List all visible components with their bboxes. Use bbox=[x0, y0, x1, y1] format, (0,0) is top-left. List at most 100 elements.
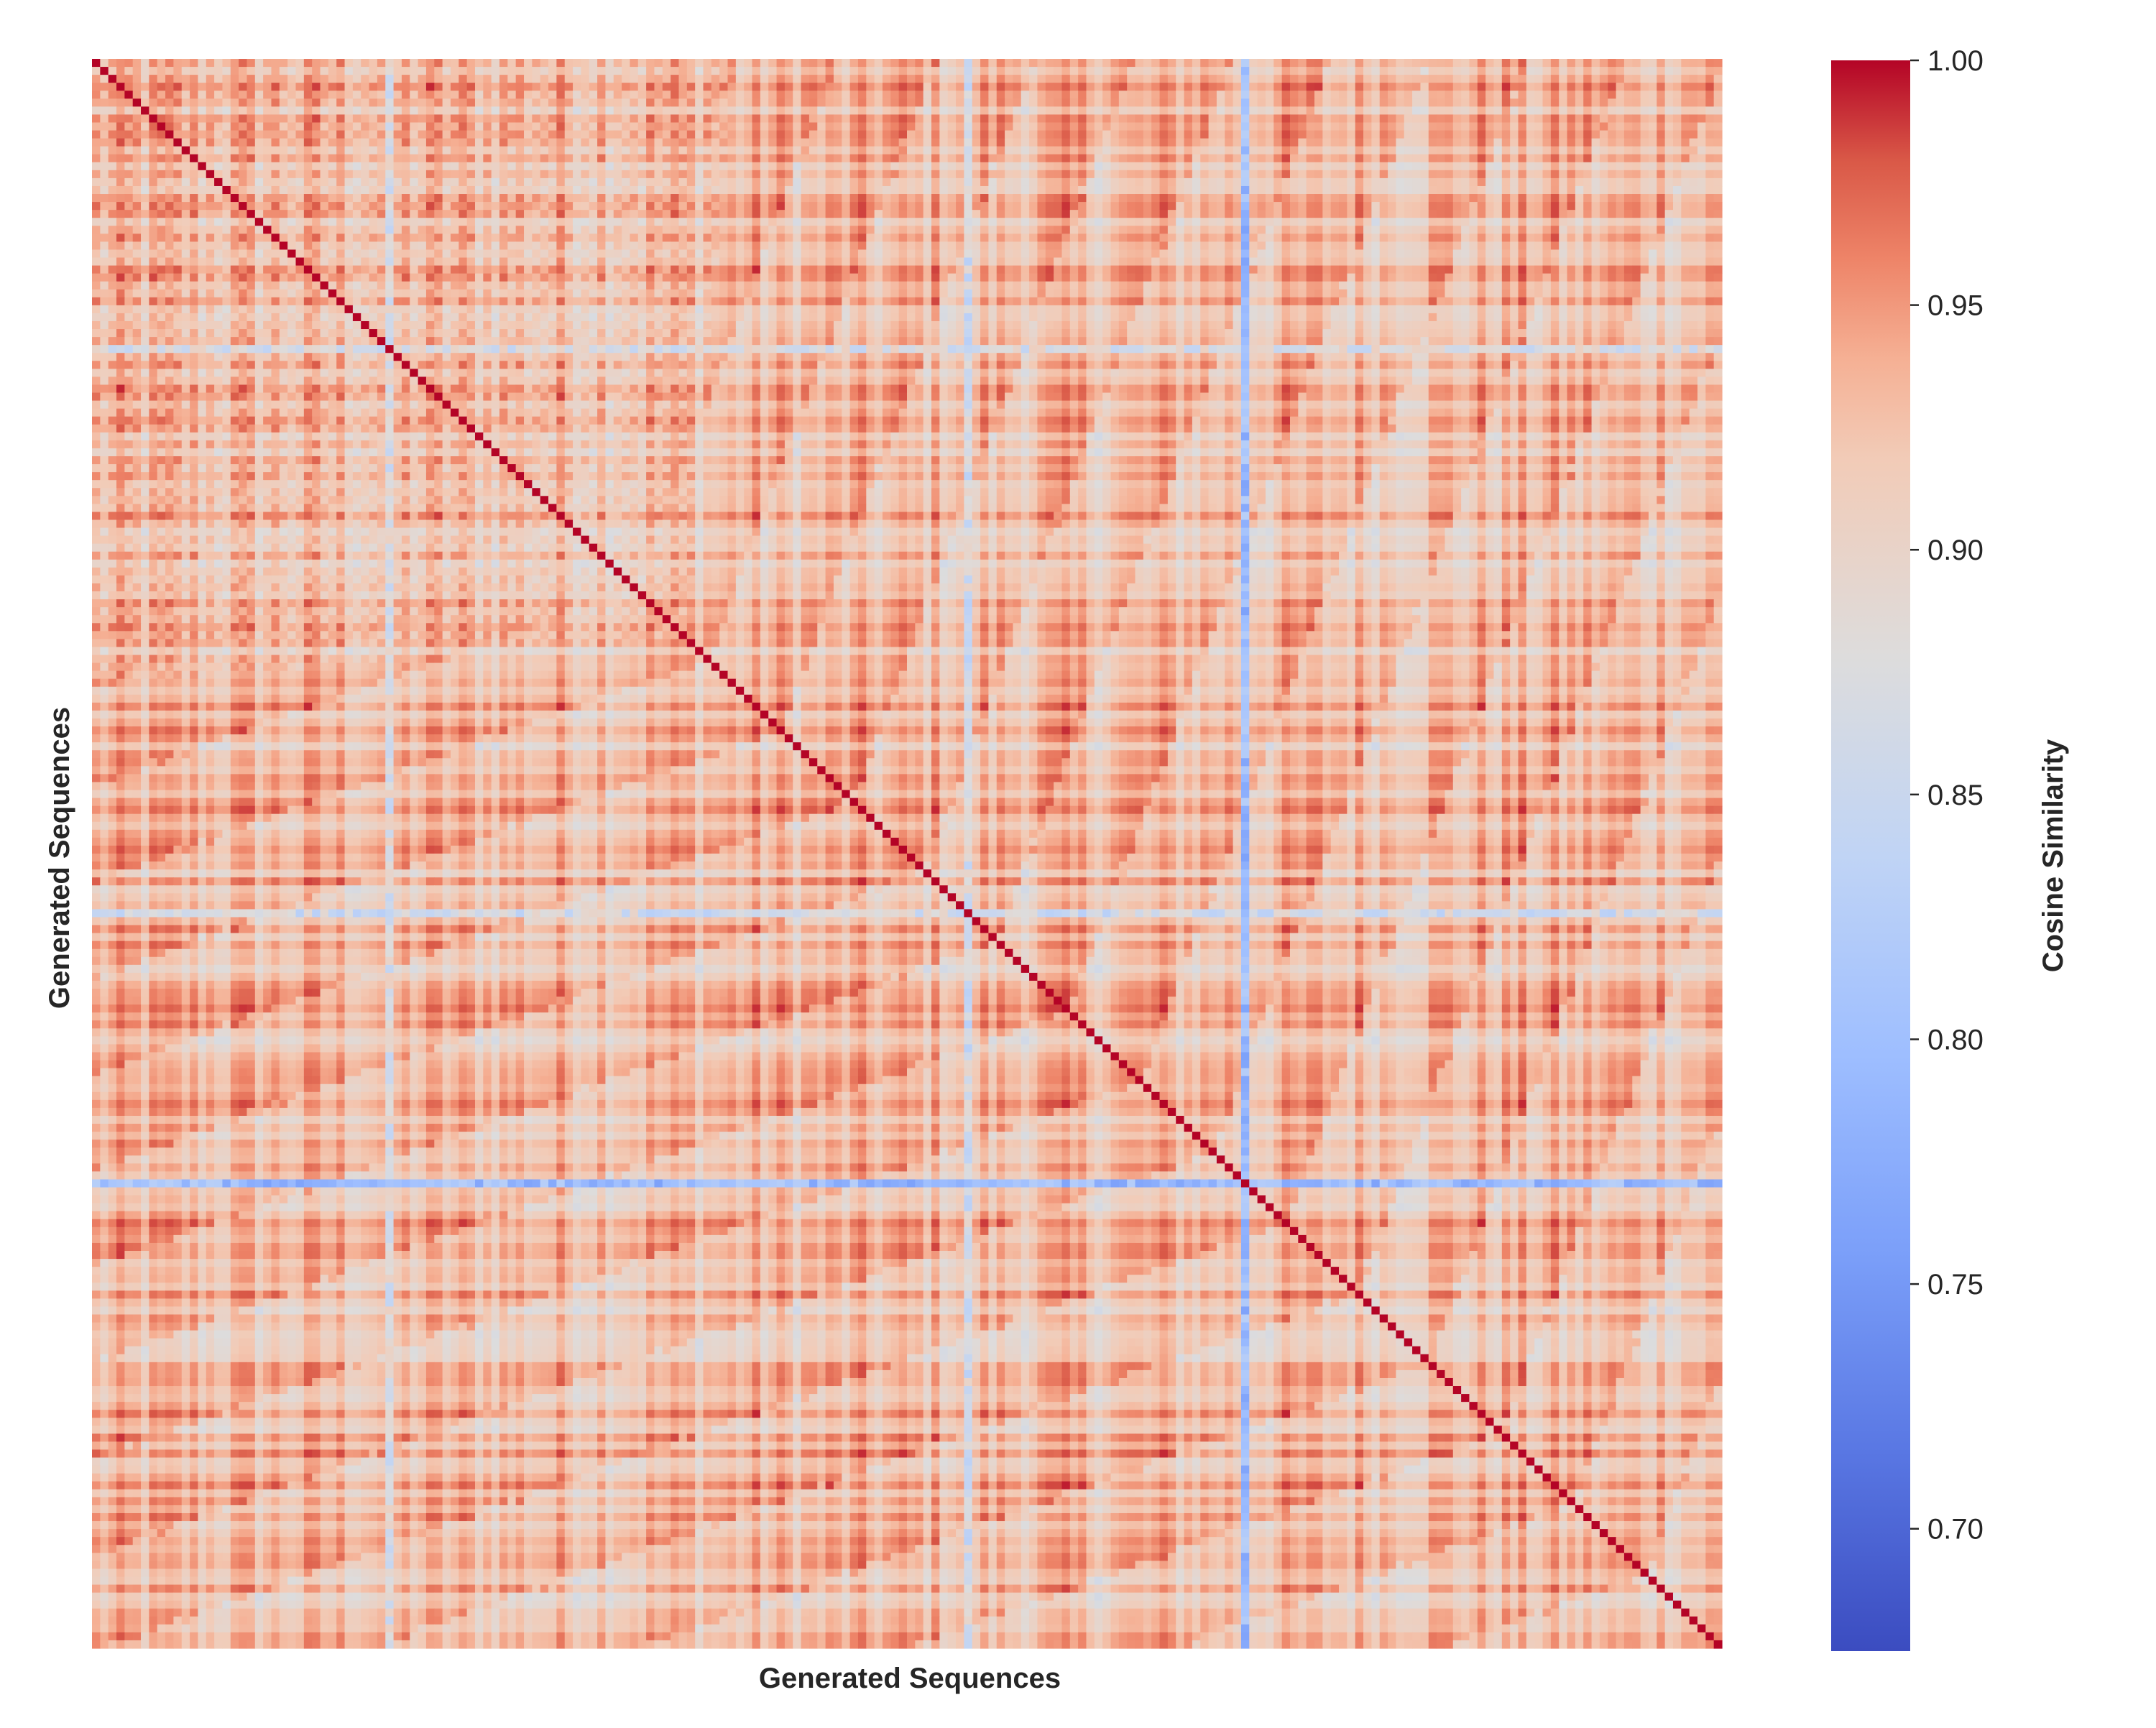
heatmap-cell bbox=[866, 177, 875, 187]
heatmap-cell bbox=[1599, 59, 1608, 68]
heatmap-cell bbox=[678, 226, 688, 234]
heatmap-cell bbox=[181, 226, 190, 234]
heatmap-cell bbox=[1249, 218, 1258, 226]
heatmap-cell bbox=[695, 202, 704, 211]
heatmap-cell bbox=[1493, 91, 1503, 99]
heatmap-cell bbox=[1061, 154, 1071, 163]
heatmap-cell bbox=[507, 106, 517, 116]
heatmap-cell bbox=[1550, 154, 1560, 163]
heatmap-cell bbox=[695, 234, 704, 242]
heatmap-cell bbox=[996, 83, 1005, 91]
heatmap-cell bbox=[1396, 249, 1405, 259]
heatmap-cell bbox=[980, 59, 989, 68]
heatmap-cell bbox=[931, 138, 940, 147]
heatmap-cell bbox=[874, 98, 883, 107]
heatmap-cell bbox=[915, 146, 924, 155]
heatmap-cell bbox=[923, 106, 932, 116]
heatmap-cell bbox=[972, 146, 981, 155]
heatmap-cell bbox=[515, 249, 525, 259]
heatmap-cell bbox=[857, 114, 867, 124]
heatmap-cell bbox=[964, 114, 973, 124]
heatmap-cell bbox=[980, 114, 989, 124]
heatmap-cell bbox=[1599, 210, 1608, 218]
heatmap-cell bbox=[320, 202, 329, 211]
heatmap-cell bbox=[556, 91, 566, 99]
heatmap-cell bbox=[442, 170, 451, 179]
heatmap-cell bbox=[401, 249, 410, 259]
heatmap-cell bbox=[1510, 122, 1519, 131]
heatmap-cell bbox=[1388, 162, 1396, 171]
heatmap-cell bbox=[1608, 218, 1617, 226]
heatmap-cell bbox=[890, 106, 900, 116]
heatmap-cell bbox=[1428, 98, 1437, 107]
heatmap-cell bbox=[1632, 75, 1641, 83]
heatmap-cell bbox=[312, 202, 321, 211]
heatmap-cell bbox=[1623, 154, 1633, 163]
heatmap-cell bbox=[548, 83, 557, 91]
heatmap-cell bbox=[1681, 130, 1690, 139]
heatmap-cell bbox=[483, 241, 492, 251]
heatmap-cell bbox=[459, 130, 468, 139]
heatmap-cell bbox=[1021, 154, 1030, 163]
heatmap-cell bbox=[931, 226, 940, 234]
heatmap-cell bbox=[336, 241, 346, 251]
heatmap-cell bbox=[328, 98, 337, 107]
heatmap-cell bbox=[1192, 91, 1201, 99]
heatmap-cell bbox=[589, 138, 598, 147]
heatmap-cell bbox=[1445, 114, 1454, 124]
heatmap-cell bbox=[760, 162, 769, 171]
heatmap-cell bbox=[385, 138, 395, 147]
heatmap-cell bbox=[1118, 177, 1128, 187]
heatmap-cell bbox=[1257, 249, 1266, 259]
heatmap-cell bbox=[1404, 249, 1413, 259]
heatmap-cell bbox=[1461, 218, 1470, 226]
heatmap-cell bbox=[1127, 98, 1136, 107]
heatmap-cell bbox=[1013, 202, 1022, 211]
heatmap-cell bbox=[1200, 98, 1210, 107]
heatmap-cell bbox=[1485, 122, 1495, 131]
heatmap-cell bbox=[92, 67, 101, 75]
heatmap-cell bbox=[1689, 194, 1698, 203]
heatmap-cell bbox=[377, 146, 386, 155]
heatmap-cell bbox=[214, 194, 224, 203]
heatmap-cell bbox=[1445, 75, 1454, 83]
heatmap-cell bbox=[369, 185, 378, 195]
heatmap-cell bbox=[108, 91, 117, 99]
heatmap-cell bbox=[352, 98, 361, 107]
heatmap-cell bbox=[1249, 98, 1258, 107]
heatmap-cell bbox=[703, 130, 712, 139]
heatmap-cell bbox=[988, 194, 998, 203]
heatmap-cell bbox=[1379, 162, 1388, 171]
heatmap-cell bbox=[1388, 130, 1396, 139]
heatmap-cell bbox=[1314, 146, 1323, 155]
heatmap-cell bbox=[711, 83, 720, 91]
heatmap-cell bbox=[1518, 59, 1527, 68]
heatmap-cell bbox=[116, 83, 125, 91]
heatmap-cell bbox=[295, 67, 305, 75]
heatmap-cell bbox=[915, 138, 924, 147]
heatmap-cell bbox=[1713, 130, 1723, 139]
heatmap-cell bbox=[866, 130, 875, 139]
heatmap-cell bbox=[556, 83, 566, 91]
heatmap-cell bbox=[1452, 114, 1462, 124]
heatmap-cell bbox=[1054, 194, 1063, 203]
heatmap-cell bbox=[1640, 106, 1649, 116]
heatmap-cell bbox=[1672, 170, 1682, 179]
heatmap-cell bbox=[1078, 226, 1087, 234]
heatmap-cell bbox=[336, 138, 346, 147]
heatmap-cell bbox=[507, 130, 517, 139]
heatmap-cell bbox=[1591, 226, 1600, 234]
heatmap-cell bbox=[206, 170, 215, 179]
heatmap-cell bbox=[1550, 226, 1560, 234]
heatmap-cell bbox=[1404, 122, 1413, 131]
heatmap-cell bbox=[1697, 114, 1706, 124]
heatmap-cell bbox=[1208, 226, 1217, 234]
heatmap-cell bbox=[1176, 170, 1185, 179]
heatmap-cell bbox=[1469, 170, 1478, 179]
heatmap-cell bbox=[1176, 59, 1185, 68]
heatmap-cell bbox=[597, 122, 607, 131]
heatmap-cell bbox=[1225, 154, 1234, 163]
heatmap-cell bbox=[418, 83, 427, 91]
heatmap-cell bbox=[442, 67, 451, 75]
